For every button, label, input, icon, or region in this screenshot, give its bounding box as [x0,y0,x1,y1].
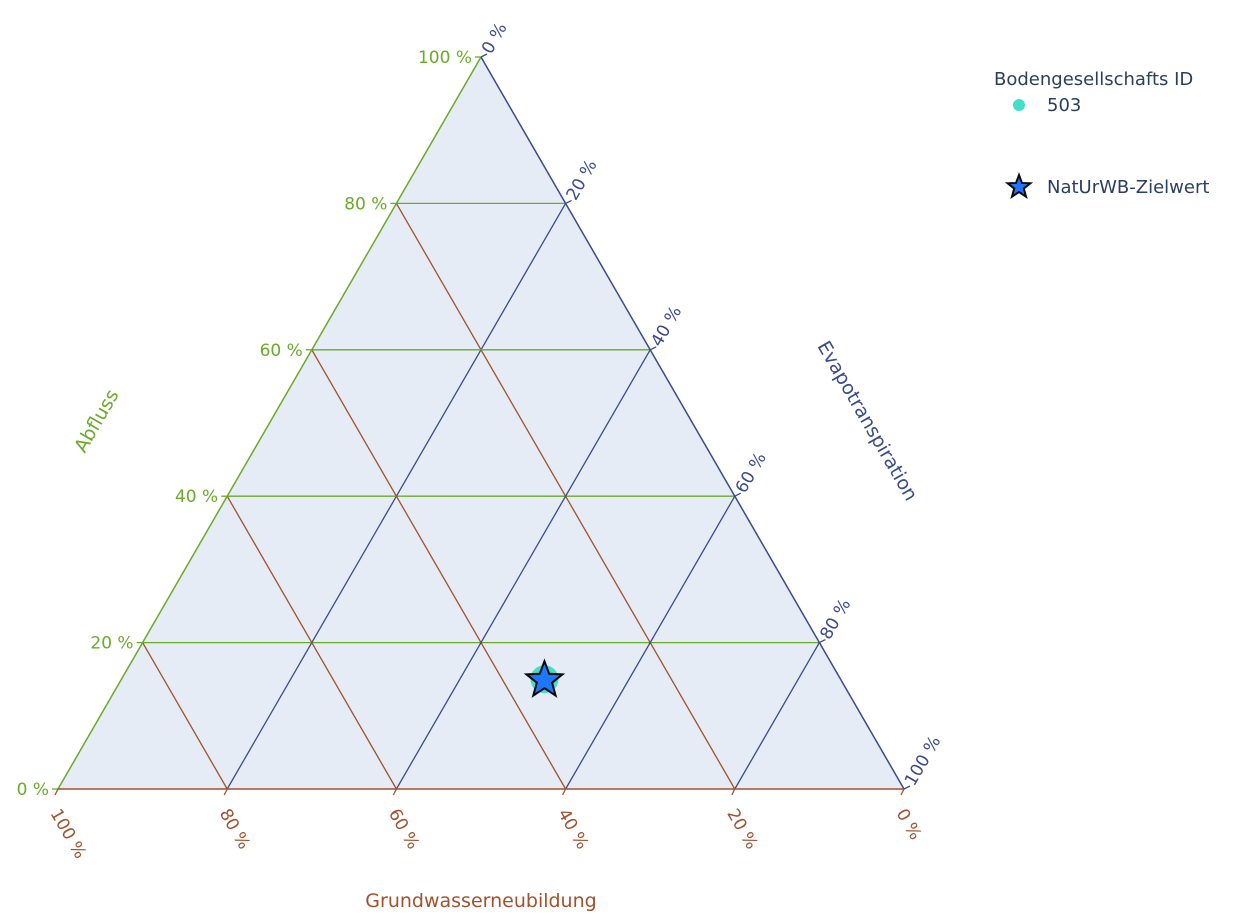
grid-line-evapotranspiration [734,642,820,790]
tick-label-grundwasserneubildung: 20 % [722,806,761,853]
ternary-plot-area: 0 % 0 % 0 % 20 % 20 % 20 % 40 % 40 % 40 % 60 % 60 … [17,19,946,912]
tick-mark-evapotranspiration [903,785,911,790]
grid-line-grundwasserneubildung [311,349,567,790]
axis-title-grundwasserneubildung: Grundwasserneubildung [365,890,596,912]
tick-label-abfluss: 100 % [418,48,472,68]
tick-label-grundwasserneubildung: 60 % [384,806,423,853]
tick-mark-grundwasserneubildung [562,788,567,796]
tick-label-evapotranspiration: 60 % [732,449,771,496]
tick-label-evapotranspiration: 80 % [816,596,855,643]
plot-background [58,57,904,789]
tick-mark-grundwasserneubildung [223,788,228,796]
tick-label-abfluss: 20 % [90,634,133,654]
tick-label-evapotranspiration: 40 % [647,303,686,350]
tick-mark-grundwasserneubildung [392,788,397,796]
tick-label-grundwasserneubildung: 100 % [46,806,90,863]
legend-symbol-circle [1013,99,1025,111]
tick-mark-evapotranspiration [480,53,488,58]
tick-label-abfluss: 60 % [260,341,303,361]
tick-label-grundwasserneubildung: 40 % [553,806,592,853]
legend-title: Bodengesellschafts ID [994,69,1193,90]
tick-label-grundwasserneubildung: 80 % [215,806,254,853]
legend-symbol-star [1004,172,1034,200]
legend-entry-label: 503 [1047,95,1081,116]
grid-line-grundwasserneubildung [142,642,228,790]
axis-line-abfluss [57,56,482,790]
axis-title-abfluss: Abfluss [70,386,123,457]
tick-mark-grundwasserneubildung [731,788,736,796]
tick-label-abfluss: 40 % [175,487,218,507]
tick-label-evapotranspiration: 100 % [901,733,945,790]
tick-label-grundwasserneubildung: 0 % [892,806,926,844]
legend-entry-label: NatUrWB-Zielwert [1047,177,1209,198]
data-point-star [523,658,566,698]
tick-mark-grundwasserneubildung [54,788,59,796]
grid-line-grundwasserneubildung [226,495,397,790]
tick-mark-evapotranspiration [649,346,657,351]
tick-mark-evapotranspiration [734,492,742,497]
legend: Bodengesellschafts ID 503 NatUrWB-Zielwert [994,69,1209,200]
tick-label-evapotranspiration: 0 % [478,19,512,57]
tick-mark-evapotranspiration [819,639,826,644]
axis-title-evapotranspiration: Evapotranspiration [813,337,922,504]
tick-mark-grundwasserneubildung [900,788,905,796]
tick-label-abfluss: 80 % [344,194,387,214]
grid-line-evapotranspiration [565,495,736,790]
grid-line-evapotranspiration [395,349,651,790]
tick-mark-evapotranspiration [565,199,572,204]
tick-label-evapotranspiration: 20 % [563,156,602,203]
axis-line-evapotranspiration [480,56,905,790]
tick-label-abfluss: 0 % [17,780,49,800]
